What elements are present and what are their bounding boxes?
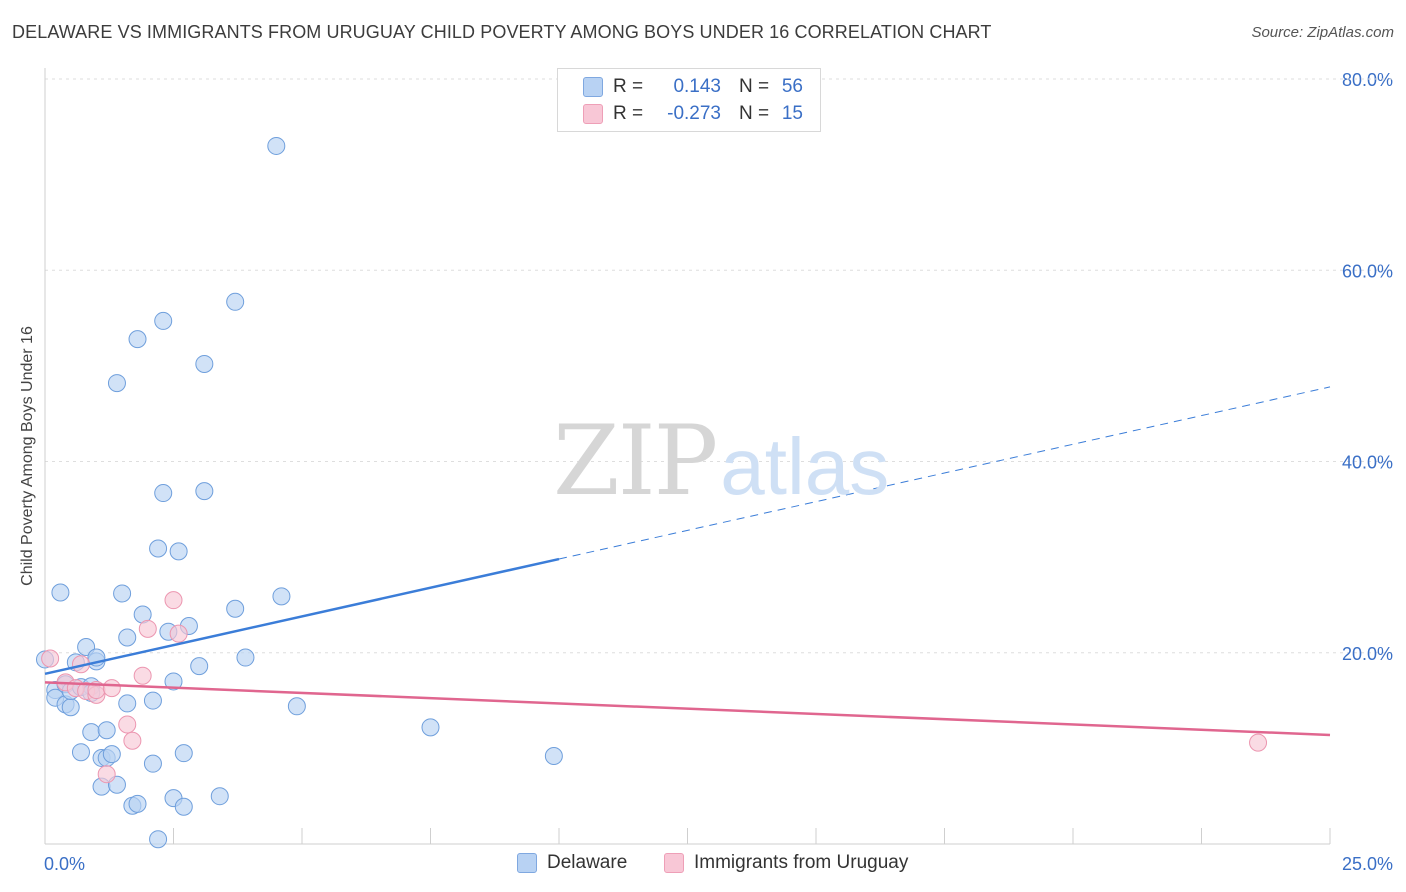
watermark: ZIPatlas	[553, 405, 889, 517]
series-label-delaware: Delaware	[547, 852, 628, 873]
delaware-point	[421, 718, 440, 737]
series-swatch-uruguay	[664, 853, 684, 873]
y-tick-label: 40.0%	[1342, 453, 1393, 473]
legend-row-uruguay: R = -0.273 N = 15	[558, 101, 803, 127]
series-legend-delaware[interactable]: Delaware	[517, 852, 627, 874]
delaware-point	[226, 292, 245, 311]
delaware-point	[210, 787, 229, 806]
watermark-atlas: atlas	[720, 422, 890, 511]
delaware-point	[51, 583, 70, 602]
delaware-point	[61, 698, 80, 717]
legend-swatch-uruguay	[583, 104, 603, 124]
delaware-point	[107, 374, 126, 393]
delaware-point	[128, 330, 147, 349]
delaware-trend-line	[44, 557, 560, 676]
delaware-point	[236, 648, 255, 667]
legend-n-value: 15	[781, 103, 803, 124]
series-legend-uruguay[interactable]: Immigrants from Uruguay	[664, 852, 908, 874]
uruguay-point	[164, 591, 183, 610]
delaware-point	[143, 691, 162, 710]
delaware-point	[169, 542, 188, 561]
delaware-point	[544, 747, 563, 766]
uruguay-point	[123, 731, 142, 750]
uruguay-point	[41, 649, 60, 668]
y-tick-label: 80.0%	[1342, 70, 1393, 90]
delaware-point	[272, 587, 291, 606]
uruguay-point	[97, 765, 116, 784]
delaware-trend-extension	[558, 386, 1331, 560]
delaware-point	[149, 830, 168, 849]
delaware-point	[113, 584, 132, 603]
y-tick-label: 60.0%	[1342, 261, 1393, 281]
uruguay-point	[138, 619, 157, 638]
delaware-point	[267, 136, 286, 155]
delaware-point	[128, 794, 147, 813]
x-tick-label: 25.0%	[1342, 854, 1393, 874]
legend-r-value: -0.273	[667, 103, 721, 124]
uruguay-point	[169, 624, 188, 643]
legend-row-delaware: R = 0.143 N = 56	[558, 74, 803, 100]
legend-n-value: 56	[781, 76, 803, 97]
delaware-point	[154, 311, 173, 330]
legend-r-label: R =	[613, 103, 644, 124]
chart-title: DELAWARE VS IMMIGRANTS FROM URUGUAY CHIL…	[12, 22, 992, 42]
uruguay-point	[118, 715, 137, 734]
watermark-zip: ZIP	[553, 405, 718, 517]
uruguay-point	[102, 679, 121, 698]
delaware-point	[195, 482, 214, 501]
delaware-point	[102, 745, 121, 764]
legend-n-label: N =	[739, 103, 770, 124]
delaware-point	[226, 599, 245, 618]
legend-r-value: 0.143	[673, 76, 721, 97]
uruguay-trend-line	[44, 681, 1331, 737]
correlation-legend: R = 0.143 N = 56 R = -0.273 N = 15	[557, 68, 821, 132]
x-tick-label: 0.0%	[44, 854, 85, 874]
uruguay-point	[1249, 733, 1268, 752]
delaware-point	[190, 657, 209, 676]
delaware-point	[118, 628, 137, 647]
delaware-point	[118, 694, 137, 713]
delaware-point	[174, 797, 193, 816]
delaware-point	[82, 723, 101, 742]
legend-swatch-delaware	[583, 77, 603, 97]
legend-r-label: R =	[613, 76, 644, 97]
delaware-point	[195, 354, 214, 373]
series-label-uruguay: Immigrants from Uruguay	[694, 852, 909, 873]
y-tick-label: 20.0%	[1342, 644, 1393, 664]
delaware-point	[71, 743, 90, 762]
delaware-point	[143, 754, 162, 773]
source-credit: Source: ZipAtlas.com	[1251, 24, 1394, 41]
uruguay-point	[133, 666, 152, 685]
delaware-point	[174, 744, 193, 763]
series-swatch-delaware	[517, 853, 537, 873]
legend-n-label: N =	[739, 76, 770, 97]
delaware-point	[149, 539, 168, 558]
delaware-point	[97, 721, 116, 740]
delaware-point	[287, 697, 306, 716]
delaware-point	[154, 484, 173, 503]
delaware-point	[164, 672, 183, 691]
y-axis-label: Child Poverty Among Boys Under 16	[19, 326, 36, 586]
series-legend: Delaware Immigrants from Uruguay	[0, 852, 1406, 878]
